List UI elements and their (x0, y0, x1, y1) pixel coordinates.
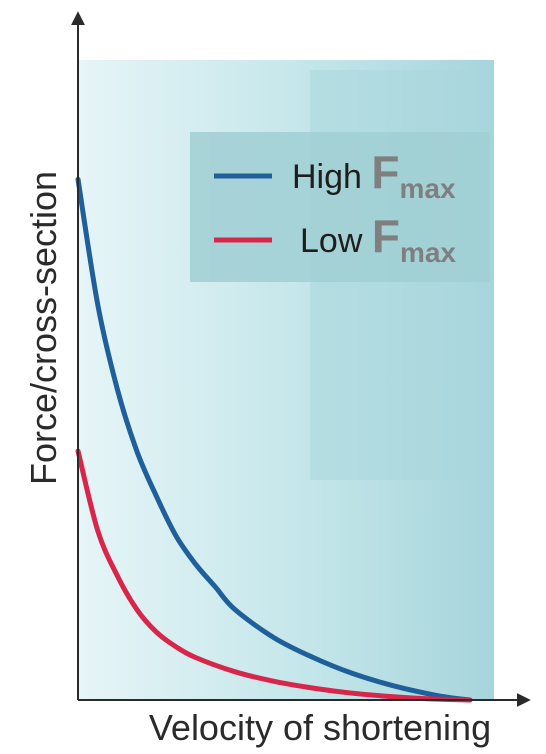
legend-label-low: Low Fmax (300, 210, 456, 268)
legend-label-text: High (292, 158, 371, 196)
legend-label-subscript: max (400, 237, 456, 268)
legend-label-symbol: F (372, 210, 400, 262)
y-axis-label: Force/cross-section (23, 171, 64, 485)
legend-label-text: Low (300, 222, 372, 260)
series-line-low-fmax (75, 448, 473, 703)
legend-box (190, 132, 490, 282)
legend-label-subscript: max (399, 173, 455, 204)
x-axis-label: Velocity of shortening (149, 707, 491, 748)
legend-label-high: High Fmax (292, 146, 456, 204)
legend-label-symbol: F (371, 146, 399, 198)
series-line-high-fmax (75, 176, 473, 703)
series-layer (75, 176, 473, 703)
